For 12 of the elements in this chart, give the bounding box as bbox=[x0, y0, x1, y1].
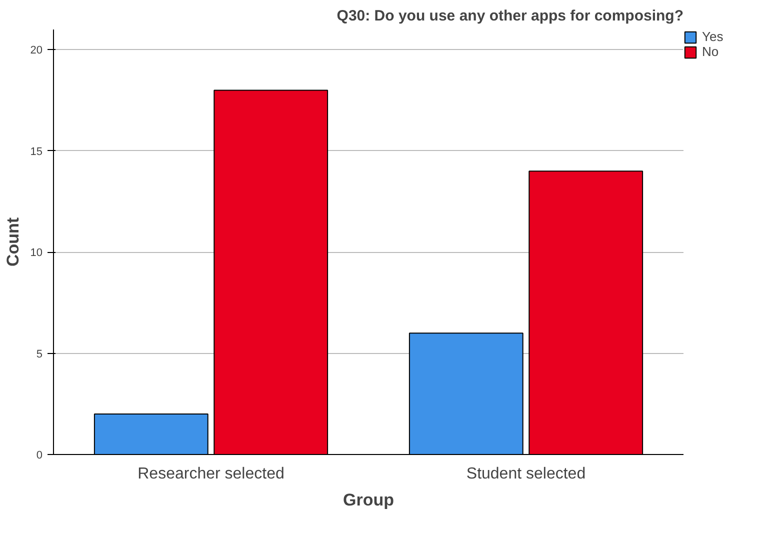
chart-title: Q30: Do you use any other apps for composing? bbox=[336, 8, 684, 24]
y-axis-title: Count bbox=[3, 217, 22, 267]
y-tick-label: 10 bbox=[30, 247, 43, 260]
legend-label: No bbox=[702, 44, 720, 59]
y-tick-label: 20 bbox=[30, 44, 43, 57]
y-tick-label: 0 bbox=[36, 450, 43, 462]
x-tick-label: Student selected bbox=[466, 466, 586, 482]
x-axis-title: Group bbox=[343, 490, 394, 510]
y-tick-label: 5 bbox=[36, 348, 43, 360]
legend-label: Yes bbox=[702, 29, 724, 44]
x-tick-label: Researcher selected bbox=[138, 466, 284, 482]
y-tick-label: 15 bbox=[30, 146, 43, 158]
